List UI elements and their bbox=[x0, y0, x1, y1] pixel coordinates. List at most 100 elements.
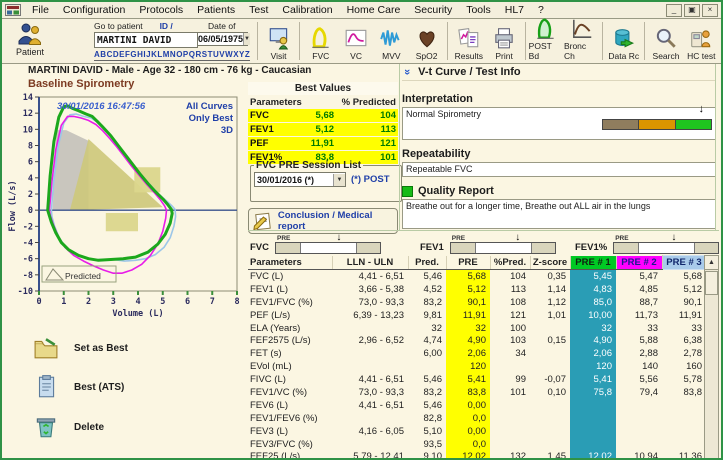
close-button[interactable]: × bbox=[702, 3, 718, 17]
menu-item-protocols[interactable]: Protocols bbox=[139, 4, 184, 16]
alphabet-letter-D[interactable]: D bbox=[112, 50, 119, 59]
param-cell: FET (s) bbox=[250, 348, 282, 360]
value-cell: 5,10 bbox=[423, 425, 443, 437]
folder-pencil-icon bbox=[34, 338, 58, 359]
alphabet-letter-V[interactable]: V bbox=[219, 50, 225, 59]
fvc-button[interactable]: FVC bbox=[303, 20, 338, 62]
menu-item-calibration[interactable]: Calibration bbox=[282, 4, 333, 16]
best-values-row: FEV1% 83,8 101 bbox=[248, 150, 398, 165]
menu-item-tools[interactable]: Tools bbox=[466, 4, 491, 16]
search-button[interactable]: Search bbox=[648, 20, 683, 62]
column-header-pre-2[interactable]: PRE # 2 bbox=[615, 255, 662, 270]
alphabet-letter-O[interactable]: O bbox=[176, 50, 183, 59]
y-tick-label: 6 bbox=[28, 158, 33, 168]
table-row: FEV1/FEV6 (%) 82,8 0,0 bbox=[248, 411, 706, 425]
menu-item-test[interactable]: Test bbox=[249, 4, 269, 16]
value-cell: 82,8 bbox=[423, 412, 443, 424]
alphabet-letter-Q[interactable]: Q bbox=[188, 50, 195, 59]
menu-item-security[interactable]: Security bbox=[414, 4, 453, 16]
alphabet-letter-L[interactable]: L bbox=[157, 50, 163, 59]
alphabet-letter-J[interactable]: J bbox=[146, 50, 151, 59]
value-cell: 4,74 bbox=[423, 335, 443, 347]
dob-dropdown-arrow-icon[interactable]: ▼ bbox=[243, 33, 250, 45]
minimize-button[interactable]: _ bbox=[666, 3, 682, 17]
alphabet-letter-Y[interactable]: Y bbox=[239, 50, 245, 59]
menu-items: File Configuration Protocols Patients Test Ca… bbox=[25, 4, 551, 16]
vt-curve-header[interactable]: » V-t Curve / Test Info bbox=[401, 64, 716, 81]
alphabet-letter-A[interactable]: A bbox=[94, 50, 100, 59]
session-dropdown-arrow-icon[interactable]: ▼ bbox=[333, 173, 345, 186]
results-button[interactable]: Results bbox=[451, 20, 486, 62]
chart-link-all-curves[interactable]: All Curves bbox=[186, 101, 233, 112]
alphabet-letter-I[interactable]: I bbox=[143, 50, 146, 59]
alphabet-letter-Z[interactable]: Z bbox=[244, 50, 250, 59]
alphabet-letter-H[interactable]: H bbox=[137, 50, 143, 59]
menu-item-configuration[interactable]: Configuration bbox=[62, 4, 126, 16]
patient-button-label: Patient bbox=[15, 47, 45, 57]
value-cell: 0,10 bbox=[547, 386, 567, 398]
value-cell: 0,0 bbox=[446, 437, 490, 451]
patient-icon bbox=[8, 21, 52, 47]
best-ats-label: Best (ATS) bbox=[74, 381, 125, 393]
repeatability-box[interactable]: Repeatable FVC bbox=[402, 162, 716, 177]
vc-button[interactable]: VC bbox=[338, 20, 373, 62]
alphabet-letter-S[interactable]: S bbox=[201, 50, 208, 59]
scroll-up-icon[interactable]: ▲ bbox=[705, 256, 718, 270]
dob-select[interactable]: 06/05/1975 ▼ bbox=[198, 32, 250, 46]
conclusion-button[interactable]: Conclusion / Medical report bbox=[248, 208, 398, 234]
alphabet-letter-U[interactable]: U bbox=[213, 50, 219, 59]
delete-button[interactable]: Delete bbox=[32, 414, 104, 440]
chart-link-3d[interactable]: 3D bbox=[221, 125, 233, 136]
menu-item--[interactable]: ? bbox=[538, 4, 544, 16]
print-button[interactable]: Print bbox=[486, 20, 521, 62]
menu-item-patients[interactable]: Patients bbox=[197, 4, 236, 16]
chart-link-only-best[interactable]: Only Best bbox=[189, 113, 234, 124]
visit-button[interactable]: Visit bbox=[261, 20, 296, 62]
alphabet-letter-K[interactable]: K bbox=[151, 50, 157, 59]
quality-report-box[interactable]: Breathe out for a longer time, Breathe o… bbox=[402, 199, 716, 229]
menu-item-hl7[interactable]: HL7 bbox=[504, 4, 524, 16]
menu-item-home-care[interactable]: Home Care bbox=[346, 4, 401, 16]
alphabet-letter-N[interactable]: N bbox=[169, 50, 176, 59]
hc-test-button[interactable]: HC test bbox=[684, 20, 719, 62]
best-values-row: FVC 5,68 104 bbox=[248, 109, 398, 123]
restore-button[interactable]: ▣ bbox=[684, 3, 700, 17]
best-value: 83,8 bbox=[307, 150, 337, 165]
patient-name-input[interactable] bbox=[94, 32, 198, 48]
alphabet-letter-T[interactable]: T bbox=[207, 50, 213, 59]
data-rc-button[interactable]: Data Rc bbox=[606, 20, 641, 62]
scrollbar-thumb[interactable] bbox=[705, 271, 718, 295]
alphabet-letter-W[interactable]: W bbox=[225, 50, 233, 59]
spo2-button[interactable]: SpO2 bbox=[409, 20, 444, 62]
best-values-title: Best Values bbox=[248, 82, 398, 95]
alphabet-letter-M[interactable]: M bbox=[162, 50, 170, 59]
value-cell: 32 bbox=[431, 322, 442, 334]
bronc-ch-button[interactable]: Bronc Ch bbox=[563, 19, 599, 62]
menu-item-file[interactable]: File bbox=[32, 4, 49, 16]
alphabet-letter-F[interactable]: F bbox=[124, 50, 130, 59]
value-cell bbox=[662, 425, 706, 438]
mvv-button[interactable]: MVV bbox=[374, 20, 409, 62]
value-cell: 88,7 bbox=[639, 296, 659, 308]
alphabet-letter-E[interactable]: E bbox=[119, 50, 125, 59]
best-ats-button[interactable]: Best (ATS) bbox=[32, 374, 124, 400]
value-cell: 99 bbox=[515, 374, 526, 386]
alphabet-letter-G[interactable]: G bbox=[130, 50, 137, 59]
alphabet-letter-R[interactable]: R bbox=[195, 50, 202, 59]
alphabet-letter-B[interactable]: B bbox=[100, 50, 107, 59]
post-bd-button[interactable]: POST Bd bbox=[529, 18, 564, 62]
alphabet-letter-C[interactable]: C bbox=[106, 50, 113, 59]
value-cell: 11,91 bbox=[678, 309, 702, 321]
menu-bar: File Configuration Protocols Patients Test Ca… bbox=[2, 2, 721, 19]
column-header-pre-1[interactable]: PRE # 1 bbox=[569, 255, 616, 270]
set-as-best-button[interactable]: Set as Best bbox=[32, 336, 128, 360]
column-header-pre-3[interactable]: PRE # 3 bbox=[661, 255, 707, 270]
param-cell: EVol (mL) bbox=[250, 361, 292, 373]
alphabet-letter-X[interactable]: X bbox=[233, 50, 239, 59]
session-select[interactable]: 30/01/2016 (*) ▼ bbox=[254, 172, 346, 187]
patient-button[interactable]: Patient bbox=[8, 21, 52, 57]
table-scrollbar[interactable]: ▲ bbox=[704, 255, 719, 458]
value-cell: 32 bbox=[570, 321, 616, 335]
toolbar-button-label: Bronc Ch bbox=[563, 41, 587, 61]
alphabet-letter-P[interactable]: P bbox=[182, 50, 189, 59]
